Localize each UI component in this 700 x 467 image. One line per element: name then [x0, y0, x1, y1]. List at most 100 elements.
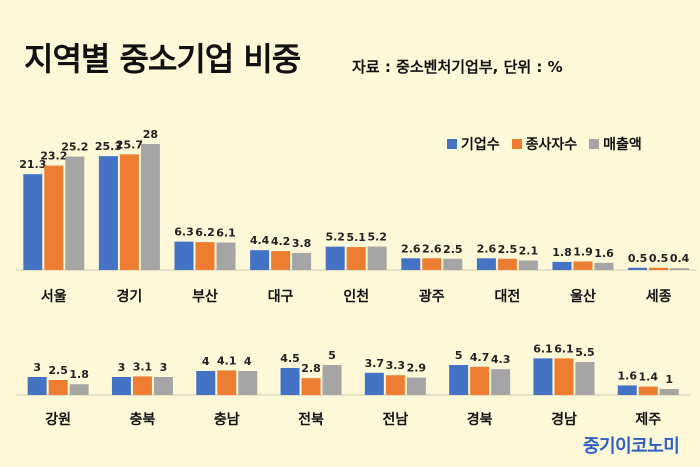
category-label: 경북: [467, 411, 493, 428]
data-label: 4.7: [470, 351, 490, 364]
category-label: 서울: [41, 288, 67, 305]
data-label: 1.6: [618, 369, 638, 382]
legend-label-2: 종사자수: [525, 137, 578, 153]
bar: [449, 365, 469, 395]
bar: [69, 384, 89, 395]
bar: [44, 165, 64, 270]
bar: [491, 369, 511, 395]
bar: [638, 386, 658, 395]
bar: [250, 250, 270, 270]
bar: [573, 261, 593, 270]
data-label: 2.5: [443, 243, 463, 256]
bar: [518, 260, 538, 270]
bar: [27, 377, 47, 395]
legend-swatch-1: [447, 139, 457, 149]
data-label: 5.5: [575, 346, 595, 359]
data-label: 3.8: [292, 237, 312, 250]
category-label: 경기: [117, 288, 143, 305]
data-label: 4.1: [217, 354, 237, 367]
data-label: 5.2: [325, 231, 345, 244]
bar: [476, 258, 496, 270]
category-label: 세종: [646, 289, 672, 305]
legend-swatch-2: [511, 139, 522, 149]
bar: [216, 242, 236, 270]
data-label: 2.5: [48, 364, 68, 377]
bar: [670, 268, 690, 270]
bar: [280, 368, 300, 395]
bar: [238, 371, 258, 395]
data-label: 28: [143, 128, 158, 141]
data-label: 5.2: [367, 231, 387, 244]
bar: [470, 366, 490, 395]
legend-label-3: 매출액: [603, 137, 642, 153]
bar: [111, 377, 131, 395]
category-label: 대전: [495, 288, 521, 305]
bar: [367, 246, 387, 270]
category-label: 울산: [570, 288, 596, 305]
legend-item-1: 기업수: [447, 134, 500, 154]
bar: [401, 258, 421, 270]
chart-title: 지역별 중소기업 비중: [24, 40, 301, 78]
bar: [153, 377, 173, 395]
bar: [533, 358, 553, 395]
bar: [552, 261, 572, 270]
bar: [594, 262, 614, 270]
data-label: 0.5: [628, 252, 648, 265]
data-label: 4.4: [250, 234, 270, 247]
data-label: 21.3: [19, 158, 46, 171]
legend: 기업수 종사자수 매출액: [447, 134, 642, 154]
bar: [443, 258, 463, 270]
bar: [385, 375, 405, 395]
data-label: 2.5: [498, 243, 518, 256]
category-label: 제주: [635, 412, 661, 428]
category-label: 전북: [298, 411, 324, 428]
bar: [659, 389, 679, 395]
bar: [422, 258, 442, 270]
category-label: 경남: [551, 411, 577, 428]
category-label: 광주: [419, 288, 445, 305]
category-label: 충북: [130, 412, 156, 428]
bar: [23, 174, 43, 270]
legend-item-3: 매출액: [589, 134, 642, 154]
data-label: 25.7: [116, 138, 143, 151]
bar: [48, 380, 68, 395]
bar: [364, 372, 384, 395]
bar: [217, 370, 237, 395]
bar: [98, 156, 118, 270]
bar: [406, 377, 426, 395]
data-label: 6.1: [554, 342, 574, 355]
data-label: 3: [160, 361, 168, 374]
bar: [628, 267, 648, 270]
data-label: 1.6: [594, 247, 614, 260]
data-label: 0.4: [670, 252, 690, 265]
data-label: 1.4: [639, 371, 659, 384]
data-label: 2.1: [519, 245, 539, 258]
category-label: 대구: [268, 289, 294, 305]
data-label: 6.2: [195, 226, 215, 239]
bar: [65, 156, 85, 270]
bar: [554, 358, 574, 395]
bar: [325, 246, 345, 270]
category-label: 부산: [192, 288, 218, 305]
bar: [649, 267, 669, 270]
data-label: 4: [202, 355, 210, 368]
category-label: 인천: [343, 288, 369, 305]
data-label: 2.8: [301, 362, 321, 375]
data-label: 4.2: [271, 235, 291, 248]
bar: [140, 144, 160, 270]
source-note: 자료 : 중소벤처기업부, 단위 : %: [352, 58, 563, 76]
bar: [301, 378, 321, 395]
data-label: 3: [118, 361, 126, 374]
data-label: 6.1: [533, 342, 553, 355]
data-label: 5.1: [346, 231, 366, 244]
data-label: 2.9: [407, 362, 427, 375]
data-label: 1.8: [69, 368, 89, 381]
watermark: 중기이코노미: [583, 436, 680, 457]
legend-item-2: 종사자수: [511, 134, 578, 154]
bar: [497, 258, 517, 270]
legend-swatch-3: [589, 139, 600, 149]
legend-label-1: 기업수: [461, 137, 500, 153]
data-label: 6.1: [216, 227, 236, 240]
data-label: 3: [33, 361, 41, 374]
